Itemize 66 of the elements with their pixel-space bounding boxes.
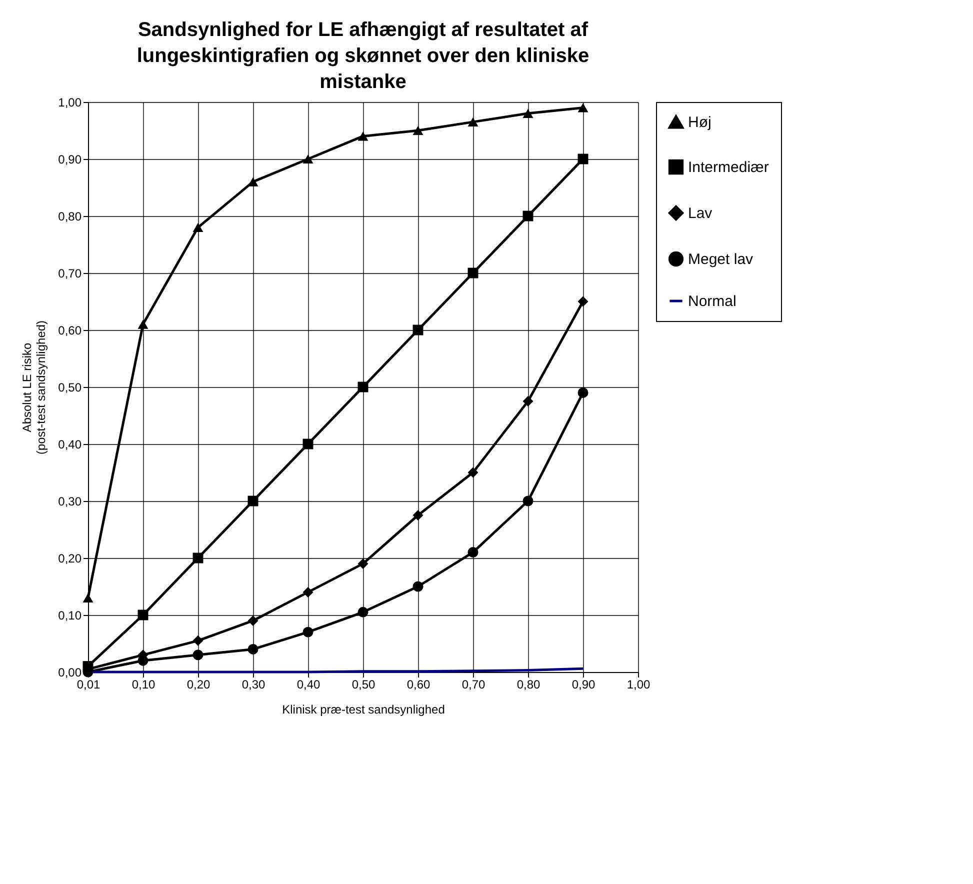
point [248, 177, 258, 186]
y-tick-label: 0,50 [58, 380, 82, 394]
y-tick-label: 0,90 [58, 152, 82, 166]
point [468, 268, 478, 278]
point [578, 296, 588, 307]
legend-label: Intermediær [688, 159, 769, 176]
point [192, 635, 204, 646]
point [358, 382, 368, 392]
point [578, 387, 588, 398]
point [302, 154, 314, 164]
y-tick-label: 0,30 [58, 494, 82, 508]
x-tick-label: 1,00 [626, 678, 650, 692]
point [248, 496, 258, 506]
point [138, 320, 148, 329]
point [412, 510, 424, 520]
legend-label: Meget lav [688, 251, 754, 268]
point [468, 467, 478, 478]
legend-label: Lav [688, 205, 713, 222]
point [248, 615, 258, 626]
y-axis-title: Absolut LE risiko (post-test sandsynlighed) [20, 320, 48, 455]
point [248, 644, 258, 654]
x-tick-label: 0,50 [352, 678, 376, 692]
point [412, 126, 424, 136]
point [522, 496, 534, 506]
x-tick-label: 0,01 [76, 678, 100, 692]
point [578, 154, 588, 164]
y-tick-label: 0,60 [58, 324, 82, 338]
y-tick-label: 1,00 [58, 96, 82, 110]
point [358, 132, 368, 141]
point [192, 650, 204, 660]
point [412, 581, 424, 592]
x-tick-label: 0,20 [186, 678, 210, 692]
x-tick-label: 0,70 [462, 678, 486, 692]
point [302, 586, 314, 598]
y-tick-label: 0,10 [58, 608, 82, 622]
point [192, 222, 204, 232]
y-tick-label: 0,80 [58, 210, 82, 224]
x-tick-label: 0,80 [516, 678, 540, 692]
point [358, 558, 368, 569]
y-tick-label: 0,40 [58, 438, 82, 452]
point [82, 593, 94, 602]
point [522, 108, 534, 118]
point [82, 661, 94, 672]
point [302, 626, 314, 638]
point [468, 547, 478, 558]
x-axis-title: Klinisk præ-test sandsynlighed [282, 702, 445, 716]
x-tick-label: 0,30 [242, 678, 266, 692]
point [192, 552, 204, 564]
chart-title: Sandsynlighed for LE afhængigt af resultatet af lungeskintigrafien og skønnet over den kliniske mistanke [136, 19, 590, 93]
x-tick-label: 0,40 [296, 678, 320, 692]
legend-label: Normal [688, 293, 736, 310]
point [358, 606, 368, 618]
point [522, 210, 534, 222]
point [468, 117, 478, 126]
point [138, 610, 148, 620]
y-tick-label: 0,00 [58, 666, 82, 680]
point [578, 103, 588, 112]
legend-label: Høj [688, 114, 712, 131]
y-tick-label: 0,20 [58, 552, 82, 566]
point [302, 438, 314, 450]
point [522, 396, 534, 406]
point [412, 324, 424, 336]
x-tick-label: 0,10 [132, 678, 156, 692]
x-tick-label: 0,60 [406, 678, 430, 692]
y-tick-label: 0,70 [58, 266, 82, 280]
x-tick-label: 0,90 [572, 678, 596, 692]
